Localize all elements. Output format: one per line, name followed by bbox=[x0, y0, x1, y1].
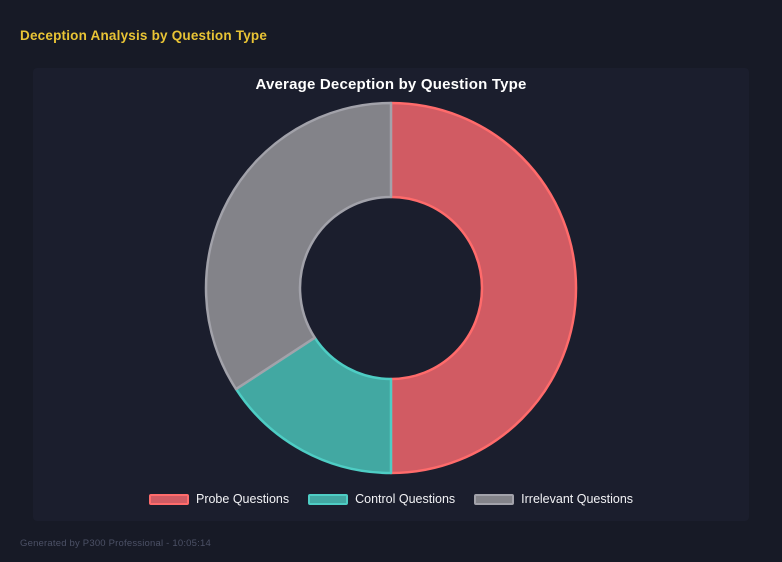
footer-status: Generated by P300 Professional - 10:05:1… bbox=[20, 538, 211, 549]
legend-swatch bbox=[148, 493, 189, 505]
chart-panel: Average Deception by Question Type Probe… bbox=[33, 68, 749, 521]
legend-label: Probe Questions bbox=[195, 492, 290, 506]
donut-segment-probe-questions[interactable] bbox=[389, 101, 578, 475]
legend-label: Control Questions bbox=[355, 492, 456, 506]
legend-swatch bbox=[474, 493, 515, 505]
donut-segment-control-questions[interactable] bbox=[234, 336, 393, 475]
legend-item-probe-questions[interactable]: Probe Questions bbox=[148, 492, 290, 506]
donut-segment-irrelevant-questions[interactable] bbox=[204, 101, 393, 391]
donut-chart[interactable] bbox=[204, 101, 578, 475]
legend-item-control-questions[interactable]: Control Questions bbox=[308, 492, 455, 506]
legend-item-irrelevant-questions[interactable]: Irrelevant Questions bbox=[474, 492, 633, 506]
legend-label: Irrelevant Questions bbox=[521, 492, 634, 506]
page-title: Deception Analysis by Question Type bbox=[20, 28, 268, 43]
chart-legend: Probe Questions Control Questions Irreleva… bbox=[33, 492, 749, 506]
chart-title: Average Deception by Question Type bbox=[255, 76, 527, 93]
legend-swatch bbox=[308, 493, 349, 505]
